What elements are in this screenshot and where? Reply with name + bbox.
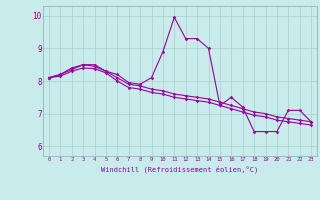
X-axis label: Windchill (Refroidissement éolien,°C): Windchill (Refroidissement éolien,°C) [101,165,259,173]
